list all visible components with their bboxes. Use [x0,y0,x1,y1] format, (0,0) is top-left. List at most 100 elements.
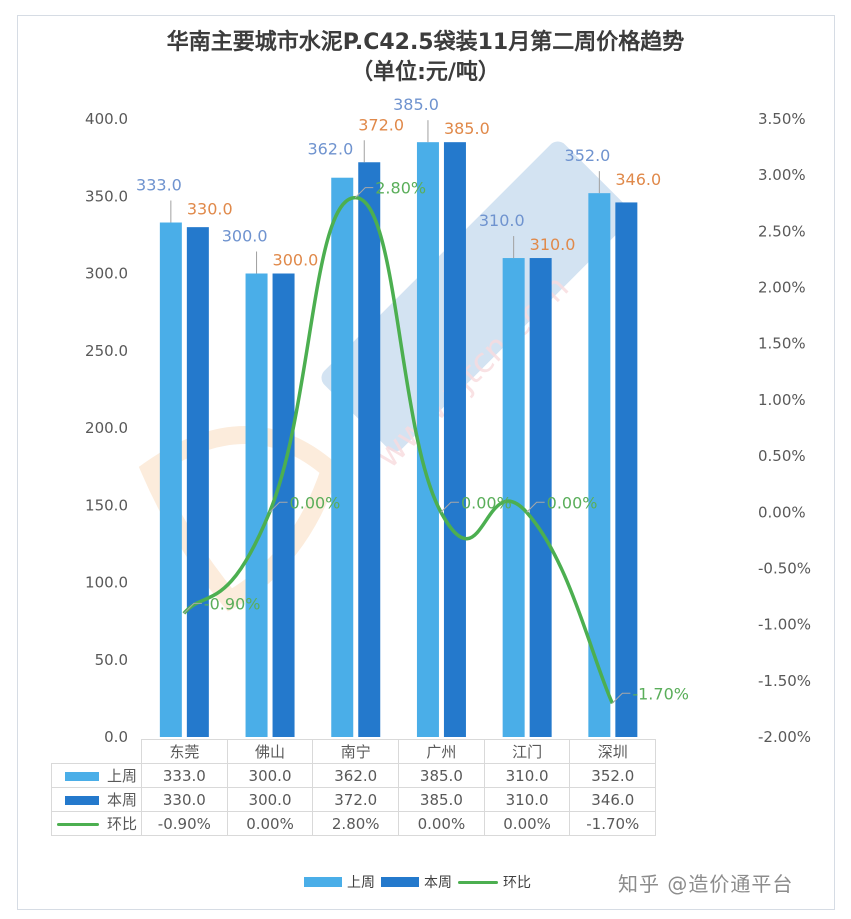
bar-label-last-week: 333.0 [136,176,182,195]
legend-item-last-week[interactable]: 上周 [304,872,375,892]
bar-label-this-week: 330.0 [187,200,233,219]
left-axis-tick: 200.0 [85,419,128,437]
right-axis-tick: -0.50% [758,559,811,577]
table-row: 环比 -0.90% 0.00% 2.80% 0.00% 0.00% -1.70% [51,811,657,836]
table-cell: 0.00% [226,811,314,836]
line-label: 0.00% [547,493,598,512]
right-axis: 3.50% 3.00% 2.50% 2.00% 1.50% 1.00% 0.50% 0.00%… [758,110,811,746]
line-series [182,195,614,705]
legend-item-this-week[interactable]: 本周 [381,872,452,892]
table-cell: -0.90% [141,811,228,836]
table-cell: -1.70% [569,811,657,836]
this-week-swatch-icon [64,796,99,805]
line-label: -0.90% [204,594,261,613]
table-cell: 310.0 [483,787,571,812]
left-axis-tick: 100.0 [85,574,128,592]
bar-this-week [358,162,381,737]
bar-last-week [588,193,611,737]
legend-label: 环比 [503,875,531,891]
bar-label-last-week: 300.0 [222,227,268,246]
bar-series [159,142,638,738]
table-row: 本周 330.0 300.0 372.0 385.0 310.0 346.0 [51,787,657,812]
row-label: 本周 [106,791,137,809]
table-cell: 0.00% [483,811,571,836]
right-axis-tick: 3.00% [758,166,806,184]
bar-label-this-week: 372.0 [358,115,404,134]
bar-this-week [529,258,552,737]
right-axis-tick: 3.50% [758,110,806,128]
bar-label-this-week: 300.0 [273,251,319,270]
change-line-swatch-icon [458,880,498,884]
table-cell: 372.0 [312,787,400,812]
change-line-swatch-icon [56,823,99,826]
table-row: 上周 333.0 300.0 362.0 385.0 310.0 352.0 [51,763,657,788]
row-label: 环比 [106,815,137,833]
table-cell: 300.0 [226,787,314,812]
chart-title: 华南主要城市水泥P.C42.5袋装11月第二周价格趋势 [166,30,685,55]
this-week-swatch-icon [381,877,419,887]
table-header-cell: 佛山 [226,739,314,764]
table-header-row: 东莞 佛山 南宁 广州 江门 深圳 [51,739,657,764]
right-axis-tick: 1.50% [758,335,806,353]
last-week-swatch-icon [64,772,99,781]
table-cell: 346.0 [569,787,657,812]
right-axis-tick: -2.00% [758,728,811,746]
bar-label-last-week: 362.0 [307,139,353,158]
table-cell: 0.00% [398,811,485,836]
chart-legend: 上周 本周 环比 [304,872,531,892]
bar-this-week [186,227,209,737]
legend-label: 上周 [347,875,375,891]
left-axis-tick: 300.0 [85,265,128,283]
table-header-cell: 广州 [398,739,485,764]
left-axis-tick: 400.0 [85,110,128,128]
right-axis-tick: 2.00% [758,279,806,297]
left-axis-tick: 250.0 [85,342,128,360]
table-cell: 385.0 [398,787,485,812]
right-axis-tick: 1.00% [758,391,806,409]
chart-subtitle: （单位:元/吨） [351,60,500,85]
bar-last-week [502,258,525,737]
bar-last-week [245,273,268,737]
table-cell: 300.0 [226,763,314,788]
table-cell: 352.0 [569,763,657,788]
left-axis-tick: 150.0 [85,496,128,514]
table-cell: 330.0 [141,787,228,812]
table-cell: 333.0 [141,763,228,788]
line-label: 0.00% [461,493,512,512]
legend-item-change[interactable]: 环比 [458,872,531,892]
bar-this-week [443,142,466,738]
legend-label: 本周 [424,875,452,891]
right-axis-tick: -1.50% [758,672,811,690]
bar-label-this-week: 385.0 [444,119,490,138]
bar-label-this-week: 310.0 [530,235,576,254]
table-header-cell: 江门 [483,739,571,764]
left-axis-tick: 50.0 [95,651,128,669]
bar-label-last-week: 385.0 [393,95,439,114]
table-cell: 385.0 [398,763,485,788]
right-axis-tick: 2.50% [758,222,806,240]
table-cell: 2.80% [312,811,400,836]
bar-last-week [331,177,354,737]
line-label: 2.80% [375,179,426,198]
table-header-cell: 东莞 [141,739,228,764]
bar-last-week [159,222,182,737]
table-cell: 362.0 [312,763,400,788]
left-axis-tick: 350.0 [85,187,128,205]
bar-last-week [416,142,439,738]
table-cell: 310.0 [483,763,571,788]
table-header-cell: 深圳 [569,739,657,764]
right-axis-tick: -1.00% [758,616,811,634]
change-line [182,195,614,705]
left-axis: 400.0350.0300.0250.0200.0150.0100.050.00… [85,110,128,746]
bar-this-week [272,273,295,737]
bar-this-week [615,202,638,737]
credit-watermark: 知乎 @造价通平台 [618,872,794,896]
data-labels: 333.0330.0300.0300.0362.0372.0385.0385.0… [136,95,689,704]
bar-label-this-week: 346.0 [615,170,661,189]
table-header-cell: 南宁 [312,739,400,764]
line-label: 0.00% [290,493,341,512]
bar-label-last-week: 352.0 [565,146,611,165]
bar-label-last-week: 310.0 [479,211,525,230]
line-label: -1.70% [632,684,689,703]
